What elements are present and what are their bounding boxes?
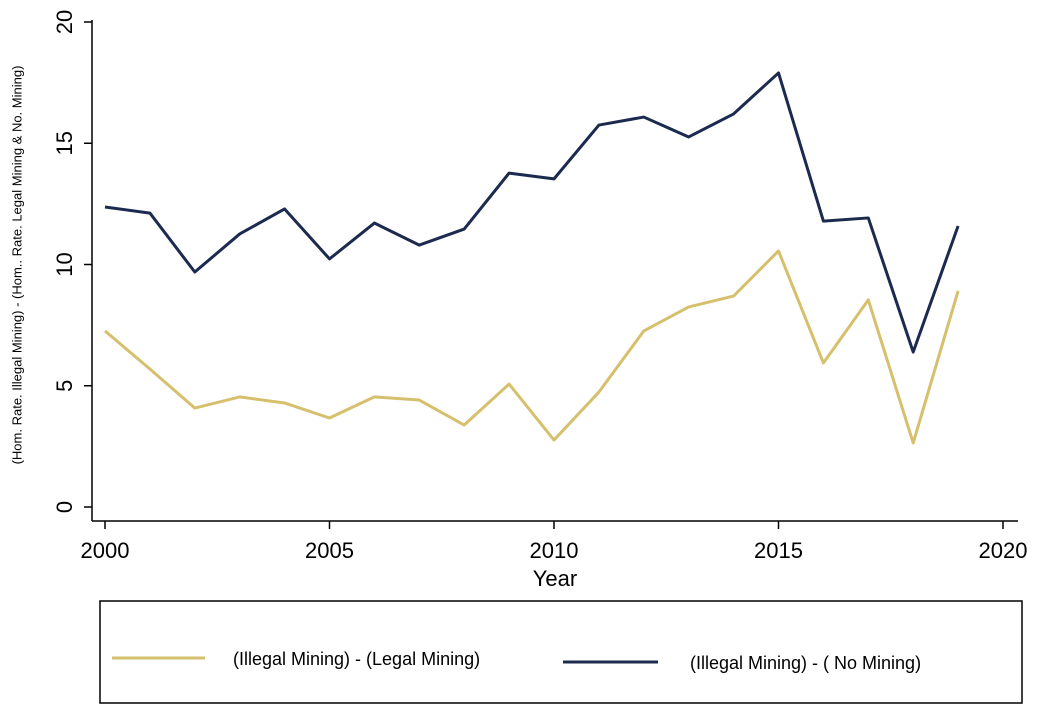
y-tick-label: 5 — [52, 380, 77, 392]
x-tick-label: 2020 — [979, 538, 1028, 563]
legend-label: (Illegal Mining) - (Legal Mining) — [233, 649, 480, 669]
legend-box — [99, 600, 1023, 704]
y-tick-label: 10 — [52, 252, 77, 276]
y-tick-label: 20 — [52, 10, 77, 34]
series-line — [104, 249, 960, 445]
y-axis-label: (Hom. Rate. Illegal Mining) - (Hom.. Rat… — [9, 66, 24, 465]
series-line — [104, 71, 960, 354]
x-tick-label: 2000 — [81, 538, 130, 563]
y-tick-label: 0 — [52, 501, 77, 513]
x-tick-label: 2010 — [530, 538, 579, 563]
x-tick-label: 2005 — [305, 538, 354, 563]
y-tick-label: 15 — [52, 131, 77, 155]
x-axis-label: Year — [533, 566, 577, 591]
legend-label: (Illegal Mining) - ( No Mining) — [690, 653, 921, 673]
x-tick-label: 2015 — [754, 538, 803, 563]
